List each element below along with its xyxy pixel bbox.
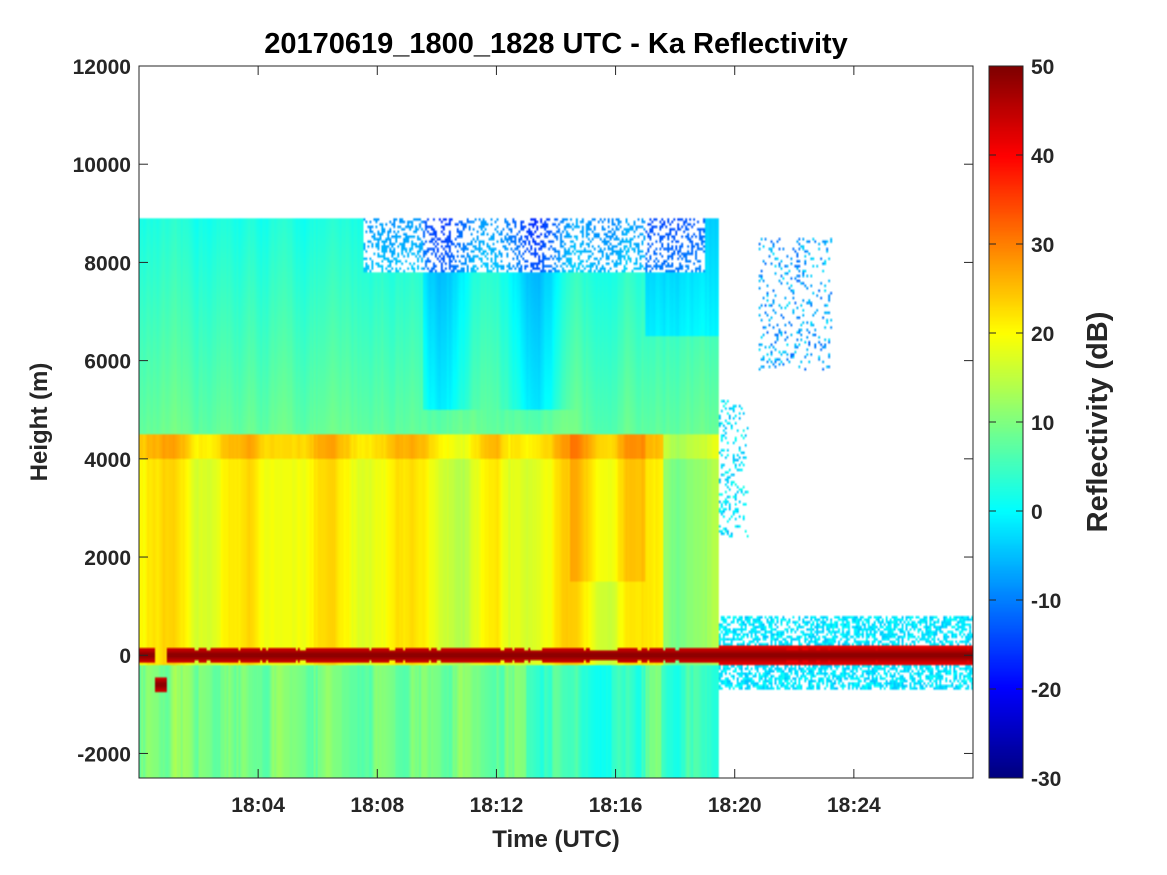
y-axis-label: Height (m) — [26, 363, 53, 482]
x-axis-label: Time (UTC) — [492, 826, 620, 853]
x-tick-label: 18:24 — [827, 794, 881, 817]
colorbar-tick-label: 40 — [1031, 145, 1054, 168]
y-tick-label: 6000 — [84, 351, 131, 374]
heatmap-plot-area — [138, 65, 974, 779]
y-tick-label: 10000 — [73, 154, 131, 177]
colorbar-tick-label: 10 — [1031, 412, 1054, 435]
colorbar: -30 -20 -10 0 10 20 30 40 50 Reflectivity (dB) — [988, 56, 1114, 791]
colorbar-tick-label: -10 — [1031, 590, 1061, 613]
colorbar-tick-label: 50 — [1031, 56, 1054, 79]
chart-title: 20170619_1800_1828 UTC - Ka Reflectivity — [264, 28, 848, 60]
colorbar-tick-label: -20 — [1031, 679, 1061, 702]
colorbar-tick-label: 0 — [1031, 501, 1043, 524]
y-tick-label: 0 — [119, 645, 131, 668]
y-tick-label: 12000 — [73, 56, 131, 79]
y-tick-label: -2000 — [77, 743, 131, 766]
plot-frame — [138, 65, 974, 779]
y-tick-label: 4000 — [84, 449, 131, 472]
colorbar-tick-label: 20 — [1031, 323, 1054, 346]
x-tick-label: 18:20 — [708, 794, 762, 817]
reflectivity-heatmap — [139, 66, 973, 778]
colorbar-tick-label: -30 — [1031, 768, 1061, 791]
colorbar-label: Reflectivity (dB) — [1082, 312, 1114, 533]
x-tick-label: 18:12 — [470, 794, 524, 817]
y-axis-ticks: -2000 0 2000 4000 6000 8000 10000 12000 — [73, 56, 973, 766]
colorbar-ticks: -30 -20 -10 0 10 20 30 40 50 — [989, 56, 1061, 791]
x-tick-label: 18:04 — [231, 794, 285, 817]
y-tick-label: 2000 — [84, 547, 131, 570]
x-axis-ticks: 18:04 18:08 18:12 18:16 18:20 18:24 — [231, 66, 881, 817]
x-tick-label: 18:08 — [350, 794, 404, 817]
x-tick-label: 18:16 — [589, 794, 643, 817]
colorbar-tick-label: 30 — [1031, 234, 1054, 257]
y-tick-label: 8000 — [84, 252, 131, 275]
